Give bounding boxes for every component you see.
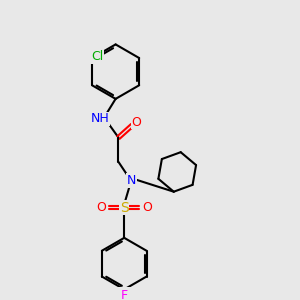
- Text: N: N: [127, 174, 136, 187]
- Text: Cl: Cl: [91, 50, 103, 63]
- Text: NH: NH: [91, 112, 109, 125]
- Text: O: O: [131, 116, 141, 129]
- Text: O: O: [142, 201, 152, 214]
- Text: F: F: [121, 289, 128, 300]
- Text: S: S: [120, 201, 129, 215]
- Text: O: O: [96, 201, 106, 214]
